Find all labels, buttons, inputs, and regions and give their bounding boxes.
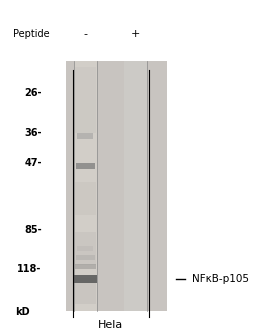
Text: kD: kD <box>15 307 29 317</box>
Text: 36-: 36- <box>24 128 42 138</box>
Bar <box>75 182 96 215</box>
Bar <box>77 133 93 139</box>
Text: 118-: 118- <box>17 265 42 275</box>
Text: 47-: 47- <box>24 158 42 168</box>
Text: -: - <box>83 29 87 39</box>
Bar <box>75 100 96 133</box>
Bar <box>124 60 147 311</box>
Text: Hela: Hela <box>98 320 123 330</box>
Bar <box>74 275 97 284</box>
Text: 85-: 85- <box>24 225 42 235</box>
Bar <box>74 60 97 311</box>
Bar <box>75 232 96 265</box>
Bar <box>76 256 94 261</box>
Bar <box>75 264 96 269</box>
Bar <box>76 163 94 169</box>
Text: NFκB-p105: NFκB-p105 <box>192 274 249 284</box>
Bar <box>66 60 167 311</box>
Text: +: + <box>131 29 141 39</box>
Bar <box>75 278 96 304</box>
Bar <box>77 245 93 250</box>
Text: 26-: 26- <box>24 89 42 99</box>
Bar <box>75 67 96 100</box>
Text: Peptide: Peptide <box>13 29 49 39</box>
